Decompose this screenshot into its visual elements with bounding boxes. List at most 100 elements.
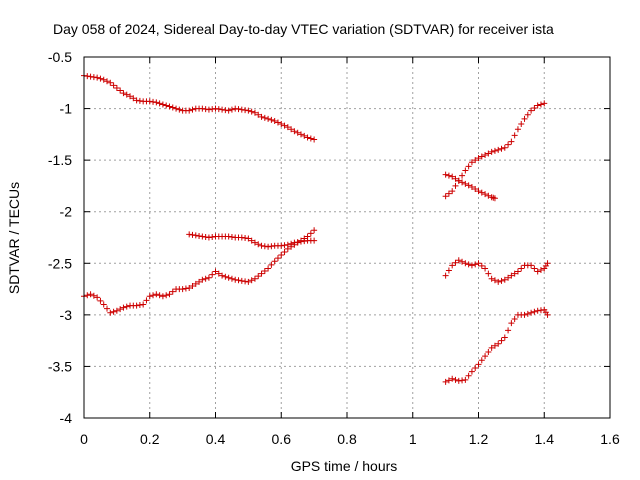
data-point — [248, 237, 255, 244]
data-point — [521, 311, 528, 318]
data-point — [491, 195, 498, 202]
data-point — [123, 303, 130, 310]
data-point — [478, 153, 485, 160]
data-point — [251, 239, 258, 246]
x-tick-label: 0.8 — [337, 431, 357, 447]
data-point — [255, 241, 262, 248]
data-point — [242, 107, 249, 114]
data-point — [534, 102, 541, 109]
x-tick-labels: 0 0.2 0.4 0.6 0.8 1 1.2 1.4 1.6 — [80, 431, 620, 447]
data-point — [258, 113, 265, 120]
data-point — [84, 73, 91, 80]
data-point — [462, 180, 469, 187]
data-point — [488, 148, 495, 155]
data-point — [189, 231, 196, 238]
data-point — [163, 102, 170, 109]
data-point — [452, 182, 459, 189]
data-point — [113, 84, 120, 91]
data-point — [278, 252, 285, 259]
data-point — [133, 302, 140, 309]
data-point — [258, 242, 265, 249]
data-point — [97, 75, 104, 82]
data-point — [228, 275, 235, 282]
data-point — [110, 82, 117, 89]
data-point — [192, 232, 199, 239]
data-point — [274, 119, 281, 126]
y-tick-label: -1.5 — [48, 152, 72, 168]
data-point — [297, 237, 304, 244]
data-point — [541, 100, 548, 107]
data-point — [248, 277, 255, 284]
data-point — [491, 342, 498, 349]
data-point — [508, 320, 515, 327]
data-point — [459, 258, 466, 265]
data-point — [199, 276, 206, 283]
data-point — [445, 172, 452, 179]
data-point — [265, 115, 272, 122]
data-point — [107, 79, 114, 86]
data-point — [219, 272, 226, 279]
chart-title: Day 058 of 2024, Sidereal Day-to-day VTE… — [53, 21, 554, 37]
data-point — [459, 179, 466, 186]
data-point — [288, 126, 295, 133]
data-point — [452, 376, 459, 383]
data-point — [307, 135, 314, 142]
y-tick-label: -2 — [60, 204, 73, 220]
data-point — [482, 265, 489, 272]
data-point — [455, 177, 462, 184]
data-point — [472, 186, 479, 193]
data-point — [146, 98, 153, 105]
data-point — [465, 261, 472, 268]
series-arc-5-falling — [442, 171, 498, 202]
data-point — [104, 78, 111, 85]
data-point — [242, 235, 249, 242]
data-point — [301, 235, 308, 242]
data-point — [113, 307, 120, 314]
data-point — [462, 260, 469, 267]
data-point — [265, 243, 272, 250]
data-point — [169, 288, 176, 295]
data-point — [271, 258, 278, 265]
data-point — [465, 182, 472, 189]
data-point — [163, 292, 170, 299]
data-point — [205, 274, 212, 281]
data-point — [268, 243, 275, 250]
data-point — [209, 233, 216, 240]
x-tick-label: 0.4 — [206, 431, 226, 447]
data-point — [445, 190, 452, 197]
data-point — [281, 122, 288, 129]
data-point — [278, 121, 285, 128]
data-point — [140, 301, 147, 308]
data-point — [225, 107, 232, 114]
data-point — [478, 357, 485, 364]
data-point — [182, 285, 189, 292]
data-point — [205, 106, 212, 113]
data-point — [238, 277, 245, 284]
data-point — [284, 124, 291, 131]
data-point — [166, 291, 173, 298]
data-point — [209, 271, 216, 278]
data-point — [120, 304, 127, 311]
data-point — [222, 107, 229, 114]
data-point — [452, 175, 459, 182]
data-point — [232, 105, 239, 112]
data-point — [123, 91, 130, 98]
data-point — [524, 111, 531, 118]
data-point — [501, 276, 508, 283]
data-point — [186, 107, 193, 114]
data-point — [528, 262, 535, 269]
data-point — [248, 108, 255, 115]
data-point — [235, 106, 242, 113]
data-point — [491, 277, 498, 284]
data-point — [488, 344, 495, 351]
data-point — [202, 275, 209, 282]
data-point — [117, 87, 124, 94]
data-point — [445, 267, 452, 274]
data-point — [495, 278, 502, 285]
data-point — [311, 227, 318, 234]
data-point — [110, 308, 117, 315]
data-point — [294, 239, 301, 246]
data-point — [156, 100, 163, 107]
data-point — [468, 159, 475, 166]
